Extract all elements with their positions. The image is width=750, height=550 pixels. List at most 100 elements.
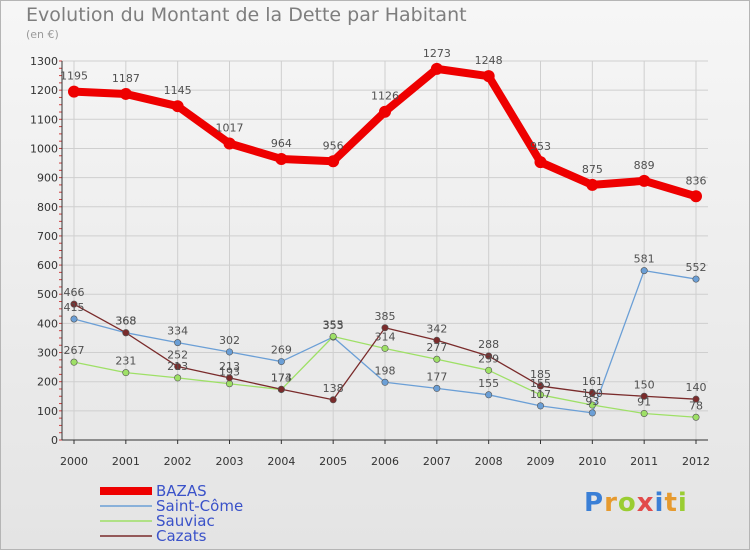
legend-label: Sauviac (156, 512, 215, 530)
data-label-bazas: 1273 (423, 47, 451, 60)
data-point-cazats (122, 329, 130, 337)
x-axis-ticks: 2000 2001 2002 2003 2004 2005 2006 2007 2008 2009… (60, 455, 710, 468)
data-label-saint-c-me: 353 (323, 319, 344, 332)
legend-label: Cazats (156, 527, 207, 545)
data-point-sauviac (70, 358, 78, 366)
x-tick-label: 2004 (267, 455, 295, 468)
data-point-bazas (119, 87, 132, 100)
logo-letter: P (584, 488, 605, 518)
data-label-sauviac: 91 (637, 395, 651, 408)
data-label-cazats: 213 (219, 360, 240, 373)
data-label-bazas: 956 (323, 139, 344, 152)
x-tick-label: 2009 (527, 455, 555, 468)
y-tick-label: 400 (37, 317, 58, 330)
data-label-cazats: 252 (167, 349, 188, 362)
data-point-bazas (327, 155, 340, 168)
y-tick-label: 800 (37, 201, 58, 214)
data-point-saint-c-me (433, 384, 441, 392)
legend-label: Saint-Côme (156, 497, 243, 515)
data-label-cazats: 140 (686, 381, 707, 394)
data-label-sauviac: 213 (167, 360, 188, 373)
data-point-saint-c-me (381, 378, 389, 386)
logo-letter: r (604, 488, 618, 518)
y-tick-label: 1100 (30, 113, 58, 126)
data-label-sauviac: 314 (375, 330, 396, 343)
data-point-cazats (640, 392, 648, 400)
grid-lines (62, 60, 708, 441)
data-label-saint-c-me: 198 (375, 364, 396, 377)
data-label-saint-c-me: 552 (686, 261, 707, 274)
data-label-cazats: 150 (634, 378, 655, 391)
data-point-saint-c-me (640, 267, 648, 275)
data-point-cazats (536, 382, 544, 390)
y-tick-label: 1300 (30, 55, 58, 68)
x-tick-label: 2007 (423, 455, 451, 468)
data-point-cazats (381, 324, 389, 332)
data-label-cazats: 385 (375, 310, 396, 323)
data-label-bazas: 889 (634, 159, 655, 172)
data-label-cazats: 161 (582, 375, 603, 388)
data-label-bazas: 1248 (475, 54, 503, 67)
data-label-sauviac: 355 (323, 319, 344, 332)
data-point-cazats (485, 352, 493, 360)
data-label-cazats: 368 (115, 315, 136, 328)
data-label-sauviac: 231 (115, 355, 136, 368)
y-tick-label: 700 (37, 230, 58, 243)
x-tick-label: 2005 (319, 455, 347, 468)
y-tick-label: 200 (37, 376, 58, 389)
data-label-bazas: 1145 (164, 84, 192, 97)
data-point-bazas (68, 85, 80, 98)
y-axis-ticks: 0 100 200 300 400 500 600 700 800 900 1000 1100 1200… (30, 55, 58, 447)
data-label-cazats: 466 (64, 286, 85, 299)
data-label-sauviac: 78 (689, 399, 703, 412)
x-tick-label: 2008 (475, 455, 503, 468)
data-label-cazats: 174 (271, 371, 292, 384)
data-point-cazats (70, 300, 78, 308)
data-label-saint-c-me: 302 (219, 334, 240, 347)
data-point-saint-c-me (692, 275, 700, 283)
y-tick-label: 600 (37, 259, 58, 272)
data-point-cazats (277, 385, 285, 393)
logo-letter: t (664, 488, 678, 518)
y-tick-label: 900 (37, 172, 58, 185)
data-point-bazas (379, 105, 391, 118)
data-point-sauviac (329, 333, 337, 341)
data-label-sauviac: 155 (530, 377, 551, 390)
plot-area (68, 62, 702, 421)
chart-subtitle: (en €) (26, 28, 59, 41)
data-point-saint-c-me (536, 402, 544, 410)
logo-letter: o (617, 488, 637, 518)
y-tick-label: 1200 (30, 84, 58, 97)
data-point-bazas (638, 174, 651, 187)
data-point-cazats (692, 395, 700, 403)
data-label-bazas: 964 (271, 137, 292, 150)
chart-title: Evolution du Montant de la Dette par Hab… (26, 4, 467, 26)
data-label-saint-c-me: 581 (634, 253, 655, 266)
data-label-bazas: 1126 (371, 90, 399, 103)
data-point-sauviac (588, 401, 596, 409)
data-point-bazas (275, 152, 288, 165)
data-label-bazas: 1195 (60, 70, 88, 83)
logo-letter: i (654, 488, 665, 518)
data-point-sauviac (692, 413, 700, 421)
data-point-sauviac (122, 369, 130, 377)
data-label-saint-c-me: 334 (167, 325, 188, 338)
data-label-sauviac: 193 (219, 366, 240, 379)
data-label-saint-c-me: 155 (478, 377, 499, 390)
legend-label: BAZAS (156, 482, 207, 500)
data-label-sauviac: 173 (271, 372, 292, 385)
data-point-bazas (223, 137, 236, 150)
data-label-sauviac: 277 (426, 341, 447, 354)
logo-letter: i (677, 488, 688, 518)
data-point-saint-c-me (277, 358, 285, 366)
data-point-saint-c-me (588, 409, 596, 417)
data-point-saint-c-me (70, 315, 78, 323)
data-point-saint-c-me (226, 348, 234, 356)
data-point-sauviac (174, 374, 182, 382)
y-tick-label: 500 (37, 288, 58, 301)
data-point-cazats (174, 363, 182, 371)
data-point-bazas (586, 178, 599, 191)
